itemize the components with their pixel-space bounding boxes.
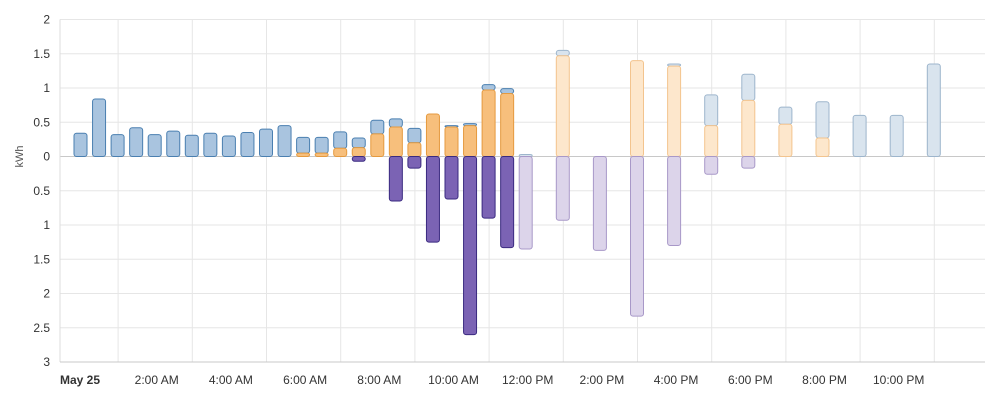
bar-grid-import bbox=[500, 88, 515, 94]
y-tick-label: 1.5 bbox=[33, 47, 50, 61]
bar-grid-import bbox=[73, 132, 88, 158]
bar-export bbox=[592, 156, 607, 251]
bar-export bbox=[630, 156, 644, 317]
bar-export bbox=[463, 156, 478, 336]
bar-grid-import bbox=[314, 136, 329, 154]
bar-solar bbox=[500, 92, 515, 158]
bar-export bbox=[741, 156, 756, 169]
bar-grid-import bbox=[407, 127, 422, 144]
bar-export bbox=[407, 156, 422, 169]
bar-solar bbox=[667, 65, 682, 157]
bar-grid-import bbox=[778, 106, 793, 125]
bar-solar bbox=[444, 126, 459, 157]
x-tick-label: May 25 bbox=[60, 373, 100, 387]
bar-export bbox=[388, 156, 403, 202]
bar-export bbox=[518, 156, 533, 250]
y-tick-label: 0 bbox=[43, 150, 50, 164]
bar-grid-import bbox=[221, 135, 236, 157]
y-tick-label: 0.5 bbox=[33, 184, 50, 198]
bar-solar bbox=[815, 137, 830, 158]
x-tick-label: 2:00 PM bbox=[580, 373, 625, 387]
bar-grid-import bbox=[92, 98, 107, 157]
bar-grid-import bbox=[203, 132, 218, 158]
bar-grid-import bbox=[704, 94, 719, 127]
bar-grid-import bbox=[555, 49, 570, 57]
bars bbox=[73, 49, 941, 336]
bar-solar bbox=[630, 60, 644, 157]
bar-grid-import bbox=[129, 127, 144, 158]
bar-grid-import bbox=[852, 114, 867, 157]
bar-solar bbox=[333, 147, 348, 157]
bar-solar bbox=[370, 133, 385, 158]
bar-grid-import bbox=[240, 132, 255, 157]
bar-solar bbox=[351, 147, 366, 158]
x-tick-label: 6:00 PM bbox=[728, 373, 773, 387]
bar-grid-import bbox=[184, 134, 199, 157]
bar-grid-import bbox=[481, 84, 496, 91]
y-tick-label: 2 bbox=[43, 287, 50, 301]
bar-solar bbox=[463, 125, 478, 158]
bar-export bbox=[704, 156, 719, 175]
bar-solar bbox=[425, 113, 440, 157]
y-tick-label: 0.5 bbox=[33, 115, 50, 129]
x-tick-label: 6:00 AM bbox=[283, 373, 327, 387]
bar-solar bbox=[555, 55, 570, 157]
x-tick-label: 8:00 AM bbox=[357, 373, 401, 387]
bar-grid-import bbox=[889, 114, 904, 157]
bar-grid-import bbox=[351, 137, 366, 149]
y-axis-title: kWh bbox=[14, 146, 26, 168]
x-tick-label: 4:00 PM bbox=[654, 373, 699, 387]
bar-grid-import bbox=[370, 119, 385, 135]
bar-export bbox=[500, 156, 515, 249]
bar-grid-import bbox=[277, 125, 292, 158]
bar-export bbox=[555, 156, 570, 221]
x-tick-label: 10:00 AM bbox=[428, 373, 479, 387]
bar-export bbox=[481, 156, 496, 219]
x-tick-label: 12:00 PM bbox=[502, 373, 553, 387]
bar-grid-import bbox=[741, 73, 756, 101]
bar-grid-import bbox=[388, 118, 403, 128]
x-tick-label: 10:00 PM bbox=[873, 373, 924, 387]
bar-solar bbox=[314, 152, 329, 157]
bar-grid-import bbox=[259, 128, 273, 158]
y-tick-label: 2 bbox=[43, 13, 50, 27]
x-ticks: May 25 2:00 AM 4:00 AM 6:00 AM 8:00 AM 10:00 … bbox=[60, 373, 924, 387]
y-tick-label: 1 bbox=[43, 218, 50, 232]
bar-grid-import bbox=[333, 131, 348, 149]
bar-export bbox=[444, 156, 459, 200]
x-tick-label: 2:00 AM bbox=[135, 373, 179, 387]
y-ticks: 2 1.5 1 0.5 0 0.5 1 1.5 2 2.5 3 bbox=[33, 13, 50, 370]
bar-grid-import bbox=[166, 130, 181, 157]
x-tick-label: 4:00 AM bbox=[209, 373, 253, 387]
y-tick-label: 1 bbox=[43, 81, 50, 95]
bar-solar bbox=[741, 99, 756, 157]
bar-grid-import bbox=[147, 134, 162, 158]
bar-grid-import bbox=[815, 101, 830, 139]
bar-solar bbox=[778, 123, 793, 157]
y-tick-label: 2.5 bbox=[33, 321, 50, 335]
bar-solar bbox=[388, 126, 403, 157]
y-tick-label: 3 bbox=[43, 355, 50, 369]
bar-grid-import bbox=[926, 63, 941, 157]
bar-solar bbox=[481, 89, 496, 157]
y-tick-label: 1.5 bbox=[33, 252, 50, 266]
bar-solar bbox=[407, 142, 422, 158]
bar-grid-import bbox=[296, 136, 311, 154]
bar-export bbox=[425, 156, 440, 243]
bar-export bbox=[667, 156, 682, 247]
bar-solar bbox=[296, 152, 311, 157]
x-tick-label: 8:00 PM bbox=[802, 373, 847, 387]
bar-grid-import bbox=[110, 134, 125, 158]
bar-export bbox=[351, 156, 366, 162]
bar-solar bbox=[704, 125, 719, 158]
